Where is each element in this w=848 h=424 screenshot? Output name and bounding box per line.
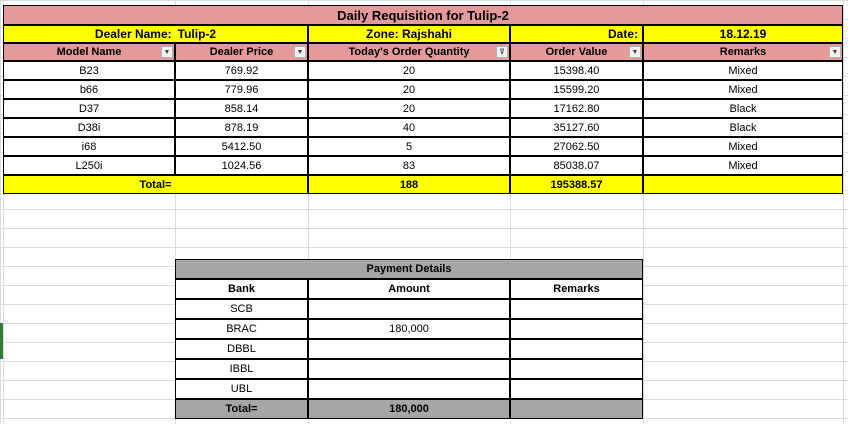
cell-qty[interactable]: 20	[308, 61, 510, 80]
col-header-model-label: Model Name	[56, 46, 122, 58]
col-header-price-label: Dealer Price	[209, 46, 274, 58]
payment-bank[interactable]: BRAC	[175, 319, 308, 339]
cell-value[interactable]: 17162.80	[510, 99, 643, 118]
cell-model[interactable]: D37	[3, 99, 175, 118]
cell-price[interactable]: 779.96	[175, 80, 308, 99]
cell-remarks[interactable]: Mixed	[643, 80, 843, 99]
cell-model[interactable]: b66	[3, 80, 175, 99]
cell-price[interactable]: 858.14	[175, 99, 308, 118]
col-header-model[interactable]: Model Name ▼	[3, 43, 175, 61]
col-header-qty-label: Today's Order Quantity	[348, 46, 470, 58]
col-header-remarks-label: Remarks	[719, 46, 767, 58]
dealer-label: Dealer Name:	[94, 27, 172, 41]
payment-bank[interactable]: SCB	[175, 299, 308, 319]
cell-remarks[interactable]: Mixed	[643, 137, 843, 156]
col-header-value[interactable]: Order Value ▼	[510, 43, 643, 61]
col-header-value-label: Order Value	[545, 46, 608, 58]
payment-total-label[interactable]: Total=	[175, 399, 308, 419]
cell-qty[interactable]: 83	[308, 156, 510, 175]
payment-bank[interactable]: UBL	[175, 379, 308, 399]
dealer-cell[interactable]: Dealer Name: Tulip-2	[3, 25, 308, 43]
cell-model[interactable]: L250i	[3, 156, 175, 175]
cell-value[interactable]: 85038.07	[510, 156, 643, 175]
col-header-remarks[interactable]: Remarks ▼	[643, 43, 843, 61]
dropdown-arrow-icon[interactable]: ▼	[161, 46, 173, 58]
cell-remarks[interactable]: Black	[643, 118, 843, 137]
payment-total-remarks[interactable]	[510, 399, 643, 419]
total-qty[interactable]: 188	[308, 175, 510, 194]
cell-value[interactable]: 35127.60	[510, 118, 643, 137]
cell-remarks[interactable]: Mixed	[643, 61, 843, 80]
total-value[interactable]: 195388.57	[510, 175, 643, 194]
cell-price[interactable]: 5412.50	[175, 137, 308, 156]
dealer-value: Tulip-2	[177, 27, 217, 41]
payment-amount[interactable]	[308, 339, 510, 359]
selection-marker	[0, 323, 3, 359]
payment-bank[interactable]: IBBL	[175, 359, 308, 379]
payment-remarks[interactable]	[510, 359, 643, 379]
payment-remarks[interactable]	[510, 319, 643, 339]
payment-total-amount[interactable]: 180,000	[308, 399, 510, 419]
cell-model[interactable]: D38i	[3, 118, 175, 137]
payment-title[interactable]: Payment Details	[175, 259, 643, 279]
cell-value[interactable]: 15398.40	[510, 61, 643, 80]
payment-remarks[interactable]	[510, 299, 643, 319]
payment-header-amount[interactable]: Amount	[308, 279, 510, 299]
zone-cell[interactable]: Zone: Rajshahi	[308, 25, 510, 43]
sheet-title[interactable]: Daily Requisition for Tulip-2	[3, 5, 843, 25]
cell-qty[interactable]: 20	[308, 99, 510, 118]
cell-model[interactable]: i68	[3, 137, 175, 156]
cell-remarks[interactable]: Mixed	[643, 156, 843, 175]
cell-price[interactable]: 1024.56	[175, 156, 308, 175]
cell-price[interactable]: 878.19	[175, 118, 308, 137]
payment-amount[interactable]	[308, 299, 510, 319]
payment-remarks[interactable]	[510, 339, 643, 359]
payment-amount[interactable]: 180,000	[308, 319, 510, 339]
dropdown-arrow-icon[interactable]: ▼	[294, 46, 306, 58]
payment-header-bank[interactable]: Bank	[175, 279, 308, 299]
payment-header-remarks[interactable]: Remarks	[510, 279, 643, 299]
payment-amount[interactable]	[308, 379, 510, 399]
cell-qty[interactable]: 5	[308, 137, 510, 156]
cell-price[interactable]: 769.92	[175, 61, 308, 80]
total-label[interactable]: Total=	[3, 175, 308, 194]
payment-amount[interactable]	[308, 359, 510, 379]
cell-value[interactable]: 15599.20	[510, 80, 643, 99]
date-value[interactable]: 18.12.19	[643, 25, 843, 43]
total-remarks[interactable]	[643, 175, 843, 194]
payment-bank[interactable]: DBBL	[175, 339, 308, 359]
col-header-price[interactable]: Dealer Price ▼	[175, 43, 308, 61]
cell-qty[interactable]: 40	[308, 118, 510, 137]
date-label[interactable]: Date:	[510, 25, 643, 43]
cell-value[interactable]: 27062.50	[510, 137, 643, 156]
cell-model[interactable]: B23	[3, 61, 175, 80]
payment-remarks[interactable]	[510, 379, 643, 399]
cell-qty[interactable]: 20	[308, 80, 510, 99]
cell-remarks[interactable]: Black	[643, 99, 843, 118]
filter-active-icon[interactable]: ⊽	[496, 46, 508, 58]
col-header-qty[interactable]: Today's Order Quantity ⊽	[308, 43, 510, 61]
dropdown-arrow-icon[interactable]: ▼	[829, 46, 841, 58]
dropdown-arrow-icon[interactable]: ▼	[629, 46, 641, 58]
